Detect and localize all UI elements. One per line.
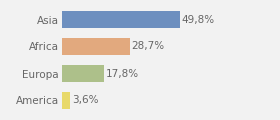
Bar: [62, 11, 179, 28]
Text: 17,8%: 17,8%: [106, 69, 139, 78]
Text: 28,7%: 28,7%: [132, 42, 165, 51]
Text: 49,8%: 49,8%: [181, 15, 214, 24]
Text: 3,6%: 3,6%: [72, 96, 99, 105]
Bar: [62, 92, 70, 109]
Bar: [62, 65, 104, 82]
Bar: [62, 38, 130, 55]
